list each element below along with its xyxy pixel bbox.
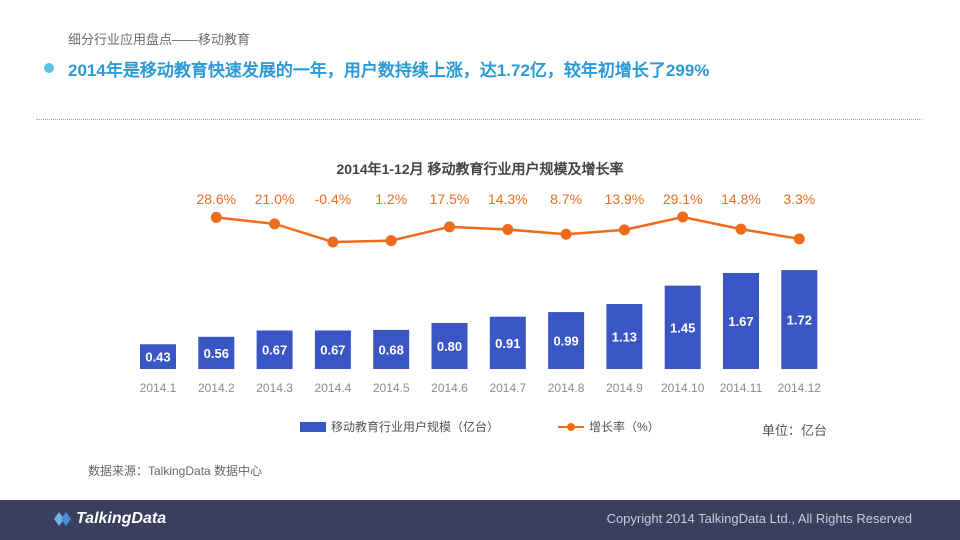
bar <box>489 316 526 369</box>
legend-line-label: 增长率（%） <box>589 420 660 434</box>
growth-label: 8.7% <box>550 191 582 207</box>
section-subtitle: 细分行业应用盘点——移动教育 <box>68 32 251 47</box>
bar-value-label: 1.67 <box>728 314 753 329</box>
bar <box>256 330 293 369</box>
bar-value-label: 0.68 <box>379 342 404 357</box>
growth-point <box>677 211 689 223</box>
growth-label: 21.0% <box>255 191 295 207</box>
x-tick-label: 2014.5 <box>373 381 410 395</box>
brand-logo: TalkingData <box>52 510 166 528</box>
growth-label: -0.4% <box>315 191 352 207</box>
growth-label: 13.9% <box>605 191 645 207</box>
growth-point <box>385 235 397 247</box>
bar-value-label: 0.67 <box>320 343 345 358</box>
growth-point <box>210 211 222 223</box>
growth-label: 28.6% <box>196 191 236 207</box>
talkingdata-logo-icon <box>54 512 71 526</box>
bullet-dot-icon <box>44 63 54 73</box>
bar-value-label: 0.91 <box>495 336 520 351</box>
bar-value-label: 0.99 <box>553 334 578 349</box>
growth-label: 1.2% <box>375 191 407 207</box>
growth-point <box>735 223 747 235</box>
growth-point <box>502 224 514 236</box>
x-tick-label: 2014.9 <box>606 381 643 395</box>
x-tick-label: 2014.12 <box>778 381 822 395</box>
bar-value-label: 1.13 <box>612 330 637 345</box>
growth-label: 3.3% <box>783 191 815 207</box>
footer-bar: TalkingData Copyright 2014 TalkingData L… <box>0 500 960 540</box>
growth-point <box>327 236 339 248</box>
legend-item-bars: 移动教育行业用户规模（亿台） <box>300 418 499 435</box>
brand-name: TalkingData <box>76 510 167 527</box>
growth-point <box>560 228 572 240</box>
x-tick-label: 2014.2 <box>198 381 235 395</box>
bar <box>606 304 643 369</box>
chart-title: 2014年1-12月 移动教育行业用户规模及增长率 <box>336 161 624 177</box>
copyright: Copyright 2014 TalkingData Ltd., All Rig… <box>606 511 912 526</box>
unit-label: 单位：亿台 <box>762 423 828 438</box>
bar <box>664 285 701 369</box>
bar-value-label: 0.56 <box>204 346 229 361</box>
bar-value-label: 0.67 <box>262 343 287 358</box>
growth-label: 14.8% <box>721 191 761 207</box>
headline: 2014年是移动教育快速发展的一年，用户数持续上涨，达1.72亿，较年初增长了2… <box>68 61 710 80</box>
bar <box>140 344 176 369</box>
legend-bar-label: 移动教育行业用户规模（亿台） <box>331 420 500 434</box>
legend-line-swatch <box>558 422 584 432</box>
legend-item-line: 增长率（%） <box>558 418 660 435</box>
growth-point <box>793 233 805 245</box>
x-tick-label: 2014.10 <box>661 381 705 395</box>
bar-value-label: 1.45 <box>670 320 695 335</box>
bar-value-label: 0.43 <box>145 350 170 365</box>
bar-value-label: 0.80 <box>437 339 462 354</box>
x-tick-label: 2014.1 <box>140 381 177 395</box>
bar <box>198 336 235 369</box>
data-source: 数据来源：TalkingData 数据中心 <box>88 464 263 478</box>
growth-point <box>269 218 281 230</box>
growth-label: 17.5% <box>430 191 470 207</box>
bar <box>723 272 759 369</box>
bar-value-label: 1.72 <box>787 313 812 328</box>
x-tick-label: 2014.4 <box>315 381 352 395</box>
x-tick-label: 2014.7 <box>489 381 526 395</box>
bar <box>314 330 351 369</box>
x-tick-label: 2014.6 <box>431 381 468 395</box>
growth-point <box>444 221 455 233</box>
x-tick-label: 2014.3 <box>256 381 293 395</box>
bar <box>781 270 818 369</box>
dotted-divider <box>36 119 922 120</box>
legend-bar-swatch <box>300 421 326 432</box>
bar <box>431 323 468 369</box>
growth-point <box>618 224 630 236</box>
x-tick-label: 2014.8 <box>548 381 585 395</box>
growth-label: 14.3% <box>488 191 528 207</box>
bar <box>548 312 585 369</box>
x-tick-label: 2014.11 <box>720 381 763 395</box>
growth-label: 29.1% <box>663 191 703 207</box>
bar <box>373 329 410 369</box>
